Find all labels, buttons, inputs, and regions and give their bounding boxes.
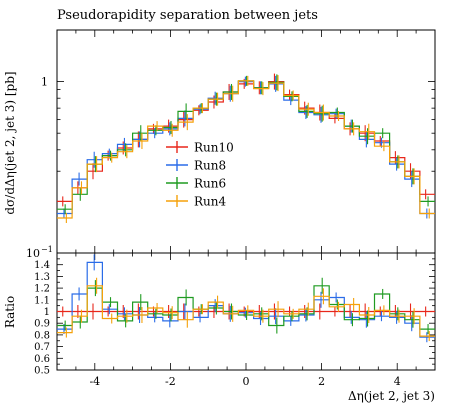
ratio-y-tick-label: 0.9: [34, 319, 50, 330]
ratio-y-tick-label: 0.5: [34, 366, 50, 377]
ratio-y-tick-label: 0.8: [34, 330, 50, 341]
ratio-y-tick-label: 1: [44, 307, 50, 318]
ratio-y-tick-label: 0.7: [34, 342, 50, 353]
y-tick-label-exponent: −1: [41, 245, 53, 254]
x-tick-label: 4: [394, 375, 401, 388]
x-tick-label: -4: [89, 375, 100, 388]
ratio-y-tick-label: 1.2: [34, 284, 50, 295]
legend-label-run4: Run4: [194, 195, 226, 209]
ratio-series-run6: [57, 286, 435, 329]
legend: Run10 Run8 Run6 Run4: [166, 141, 234, 209]
y-tick-label-10: 10: [26, 247, 40, 260]
main-series-run6: [57, 81, 435, 209]
legend-label-run6: Run6: [194, 177, 226, 191]
x-axis-label: Δη(jet 2, jet 3): [348, 389, 435, 403]
main-ylabel: dσ/dΔη(jet 2, jet 3) [pb]: [3, 71, 17, 214]
ratio-series-run8: [57, 262, 435, 337]
main-series-run8: [57, 82, 435, 214]
legend-label-run10: Run10: [194, 141, 234, 155]
ratio-panel: -4 -2 0 2 4 0.50.60.70.80.911.11.21.31.4: [34, 253, 435, 388]
x-tick-label: 0: [243, 375, 250, 388]
legend-label-run8: Run8: [194, 159, 226, 173]
y-tick-label-1: 1: [41, 76, 48, 89]
ratio-y-tick-label: 1.4: [34, 260, 50, 271]
ratio-y-tick-label: 1.3: [34, 272, 50, 283]
ratio-y-tick-label: 0.6: [34, 354, 50, 365]
x-tick-label: -2: [165, 375, 176, 388]
x-tick-label: 2: [318, 375, 325, 388]
ratio-ylabel: Ratio: [3, 296, 17, 328]
ratio-y-tick-label: 1.1: [34, 295, 50, 306]
chart-title: Pseudorapidity separation between jets: [57, 8, 318, 23]
main-series-run4: [57, 81, 435, 218]
main-series-run10: [57, 82, 435, 202]
